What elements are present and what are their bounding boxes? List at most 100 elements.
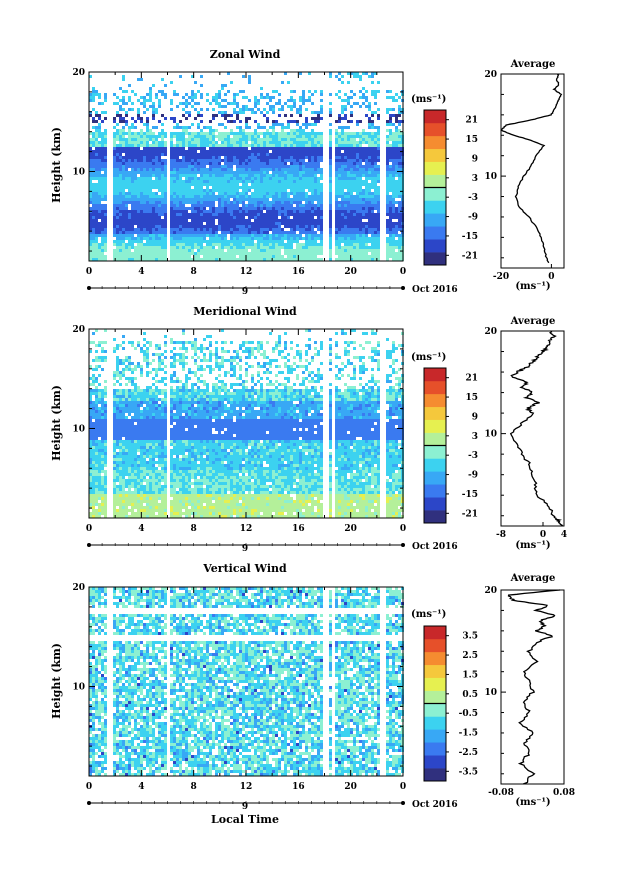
heatmap-cell — [131, 192, 134, 195]
heatmap-cell — [131, 144, 134, 147]
heatmap-cell — [260, 231, 263, 234]
heatmap-cell — [140, 249, 143, 252]
heatmap-cell — [389, 255, 392, 258]
heatmap-cell — [299, 165, 302, 168]
heatmap-cell — [398, 225, 401, 228]
heatmap-cell — [302, 207, 305, 210]
heatmap-cell — [314, 150, 317, 153]
heatmap-cell — [371, 144, 374, 147]
heatmap-cell — [398, 195, 401, 198]
heatmap-cell — [308, 234, 311, 237]
heatmap-cell — [173, 126, 176, 129]
heatmap-cell — [356, 219, 359, 222]
heatmap-cell — [191, 93, 194, 96]
heatmap-cell — [338, 150, 341, 153]
heatmap-cell — [215, 234, 218, 237]
heatmap-cell — [368, 126, 371, 129]
heatmap-cell — [371, 225, 374, 228]
heatmap-cell — [146, 147, 149, 150]
heatmap-cell — [164, 216, 167, 219]
heatmap-cell — [311, 213, 314, 216]
heatmap-cell — [116, 216, 119, 219]
heatmap-cell — [320, 186, 323, 189]
heatmap-cell — [374, 72, 377, 75]
heatmap-cell — [140, 228, 143, 231]
heatmap-cell — [347, 147, 350, 150]
heatmap-cell — [98, 207, 101, 210]
heatmap-cell — [287, 249, 290, 252]
heatmap-cell — [104, 138, 107, 141]
heatmap-cell — [236, 180, 239, 183]
heatmap-cell — [215, 96, 218, 99]
heatmap-cell — [278, 225, 281, 228]
heatmap-cell — [353, 219, 356, 222]
heatmap-cell — [182, 258, 185, 261]
heatmap-cell — [155, 144, 158, 147]
heatmap-cell — [182, 222, 185, 225]
heatmap-cell — [350, 198, 353, 201]
heatmap-cell — [203, 237, 206, 240]
heatmap-cell — [257, 216, 260, 219]
heatmap-cell — [287, 201, 290, 204]
heatmap-cell — [203, 162, 206, 165]
heatmap-cell — [293, 189, 296, 192]
heatmap-cell — [269, 222, 272, 225]
heatmap-cell — [224, 117, 227, 120]
heatmap-cell — [335, 153, 338, 156]
heatmap-cell — [143, 192, 146, 195]
heatmap-cell — [182, 186, 185, 189]
heatmap-cell — [161, 204, 164, 207]
heatmap-cell — [173, 180, 176, 183]
heatmap-cell — [311, 141, 314, 144]
heatmap-cell — [395, 93, 398, 96]
heatmap-cell — [158, 237, 161, 240]
heatmap-cell — [353, 147, 356, 150]
heatmap-cell — [293, 165, 296, 168]
heatmap-cell — [119, 165, 122, 168]
heatmap-cell — [338, 225, 341, 228]
heatmap-cell — [308, 219, 311, 222]
heatmap-cell — [140, 234, 143, 237]
heatmap-cell — [155, 231, 158, 234]
heatmap-cell — [251, 234, 254, 237]
heatmap-cell — [173, 90, 176, 93]
heatmap-cell — [359, 159, 362, 162]
heatmap-cell — [191, 228, 194, 231]
heatmap-cell — [386, 171, 389, 174]
heatmap-cell — [350, 201, 353, 204]
heatmap-cell — [284, 186, 287, 189]
heatmap-cell — [356, 144, 359, 147]
heatmap-cell — [275, 198, 278, 201]
heatmap-cell — [146, 150, 149, 153]
heatmap-cell — [158, 171, 161, 174]
heatmap-cell — [356, 228, 359, 231]
heatmap-cell — [389, 207, 392, 210]
heatmap-cell — [101, 461, 104, 464]
heatmap-cell — [347, 183, 350, 186]
heatmap-cell — [224, 186, 227, 189]
heatmap-cell — [116, 249, 119, 252]
heatmap-cell — [239, 219, 242, 222]
heatmap-cell — [365, 138, 368, 141]
heatmap-cell — [227, 252, 230, 255]
heatmap-cell — [245, 138, 248, 141]
heatmap-cell — [257, 258, 260, 261]
heatmap-cell — [89, 416, 92, 419]
heatmap-cell — [146, 177, 149, 180]
colorbar-swatch — [424, 187, 446, 201]
heatmap-cell — [176, 177, 179, 180]
heatmap-cell — [293, 132, 296, 135]
heatmap-cell — [266, 192, 269, 195]
heatmap-cell — [395, 171, 398, 174]
heatmap-cell — [236, 195, 239, 198]
heatmap-cell — [386, 174, 389, 177]
heatmap-cell — [317, 135, 320, 138]
heatmap-cell — [269, 183, 272, 186]
heatmap-cell — [317, 144, 320, 147]
date-axis-marker — [401, 286, 405, 290]
heatmap-cell — [200, 153, 203, 156]
heatmap-cell — [347, 222, 350, 225]
heatmap-cell — [395, 210, 398, 213]
heatmap-cell — [152, 138, 155, 141]
heatmap-cell — [308, 183, 311, 186]
